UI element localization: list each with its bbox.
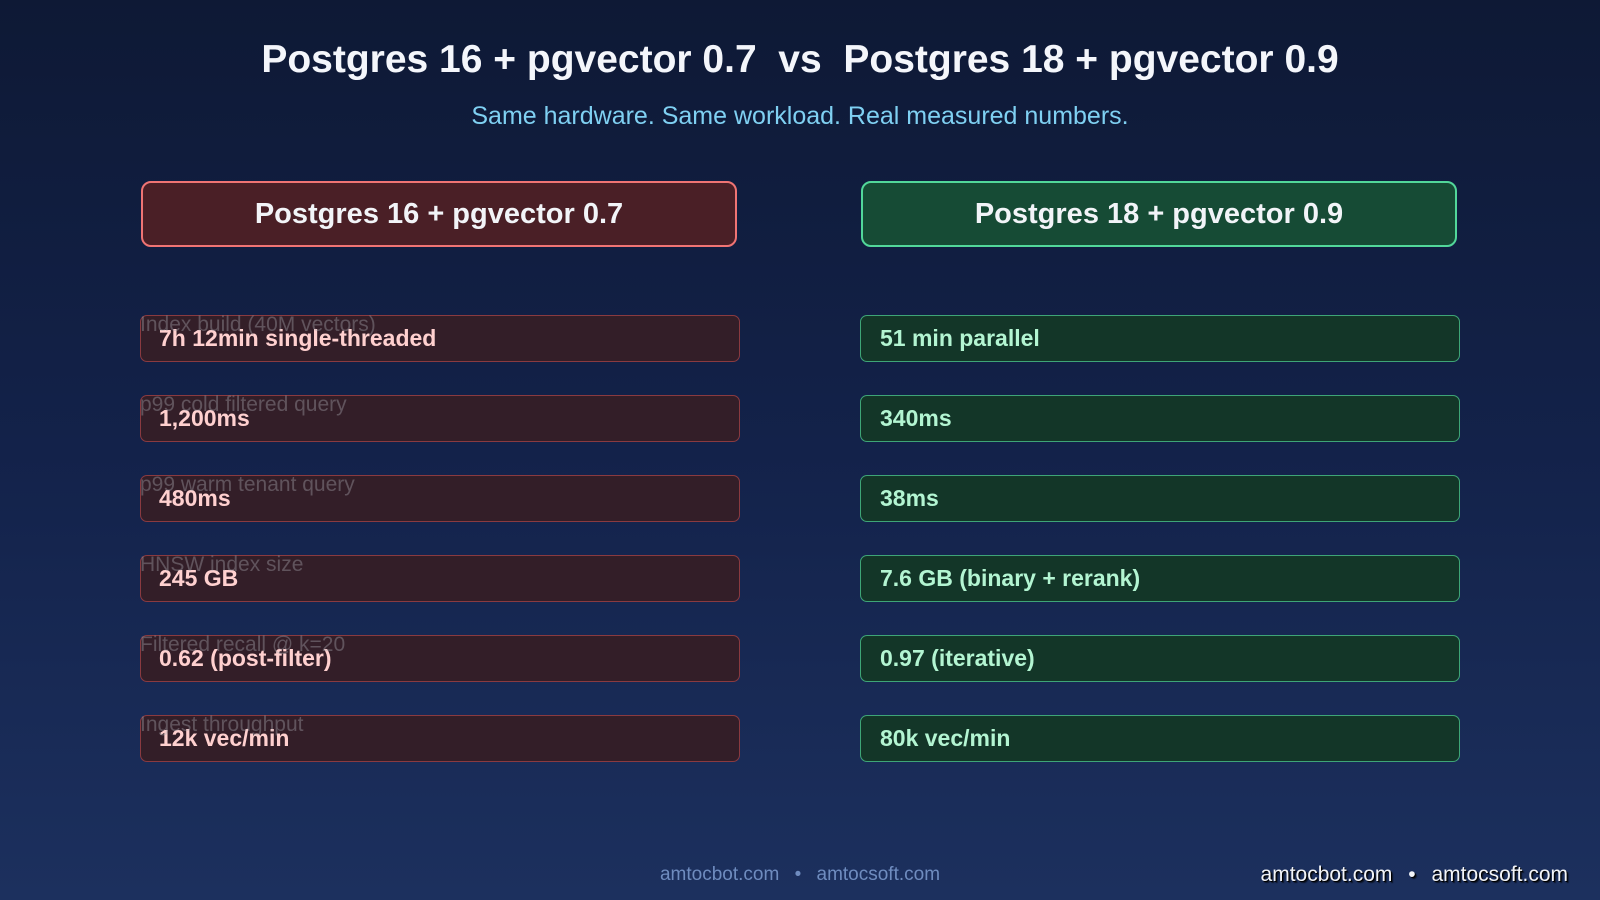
- watermark-amtocbot: amtocbot.com: [1260, 863, 1393, 886]
- footer-links: amtocbot.com • amtocsoft.com: [0, 864, 1600, 886]
- metric-label-index-size: HNSW index size: [140, 553, 304, 576]
- pg16-value-index-build: 7h 12min single-threaded: [140, 315, 740, 362]
- watermark-amtocsoft: amtocsoft.com: [1431, 863, 1568, 886]
- pg18-value-ingest: 80k vec/min: [860, 715, 1460, 762]
- column-header-pg16: Postgres 16 + pgvector 0.7: [141, 181, 737, 247]
- pg18-value-index-build: 51 min parallel: [860, 315, 1460, 362]
- column-header-pg18: Postgres 18 + pgvector 0.9: [861, 181, 1457, 247]
- pg18-value-index-size: 7.6 GB (binary + rerank): [860, 555, 1460, 602]
- metric-label-recall: Filtered recall @ k=20: [140, 633, 346, 656]
- pg16-value-index-size: 245 GB: [140, 555, 740, 602]
- pg18-value-recall: 0.97 (iterative): [860, 635, 1460, 682]
- metric-label-ingest: Ingest throughput: [140, 713, 304, 736]
- page-subtitle: Same hardware. Same workload. Real measu…: [471, 102, 1129, 130]
- watermark-separator: •: [1408, 863, 1416, 886]
- pg16-value-warm-query: 480ms: [140, 475, 740, 522]
- metric-label-warm-query: p99 warm tenant query: [140, 473, 355, 496]
- metric-label-cold-query: p99 cold filtered query: [140, 393, 347, 416]
- footer-separator: •: [794, 864, 802, 885]
- pg16-value-cold-query: 1,200ms: [140, 395, 740, 442]
- pg18-value-warm-query: 38ms: [860, 475, 1460, 522]
- metric-label-index-build: Index build (40M vectors): [140, 313, 376, 336]
- pg18-value-cold-query: 340ms: [860, 395, 1460, 442]
- footer-link-amtocbot[interactable]: amtocbot.com: [659, 864, 780, 885]
- watermark: amtocbot.com • amtocsoft.com: [1261, 863, 1568, 887]
- pg16-value-ingest: 12k vec/min: [140, 715, 740, 762]
- footer-link-amtocsoft[interactable]: amtocsoft.com: [816, 864, 941, 885]
- page-title: Postgres 16 + pgvector 0.7 vs Postgres 1…: [261, 38, 1339, 81]
- pg16-value-recall: 0.62 (post-filter): [140, 635, 740, 682]
